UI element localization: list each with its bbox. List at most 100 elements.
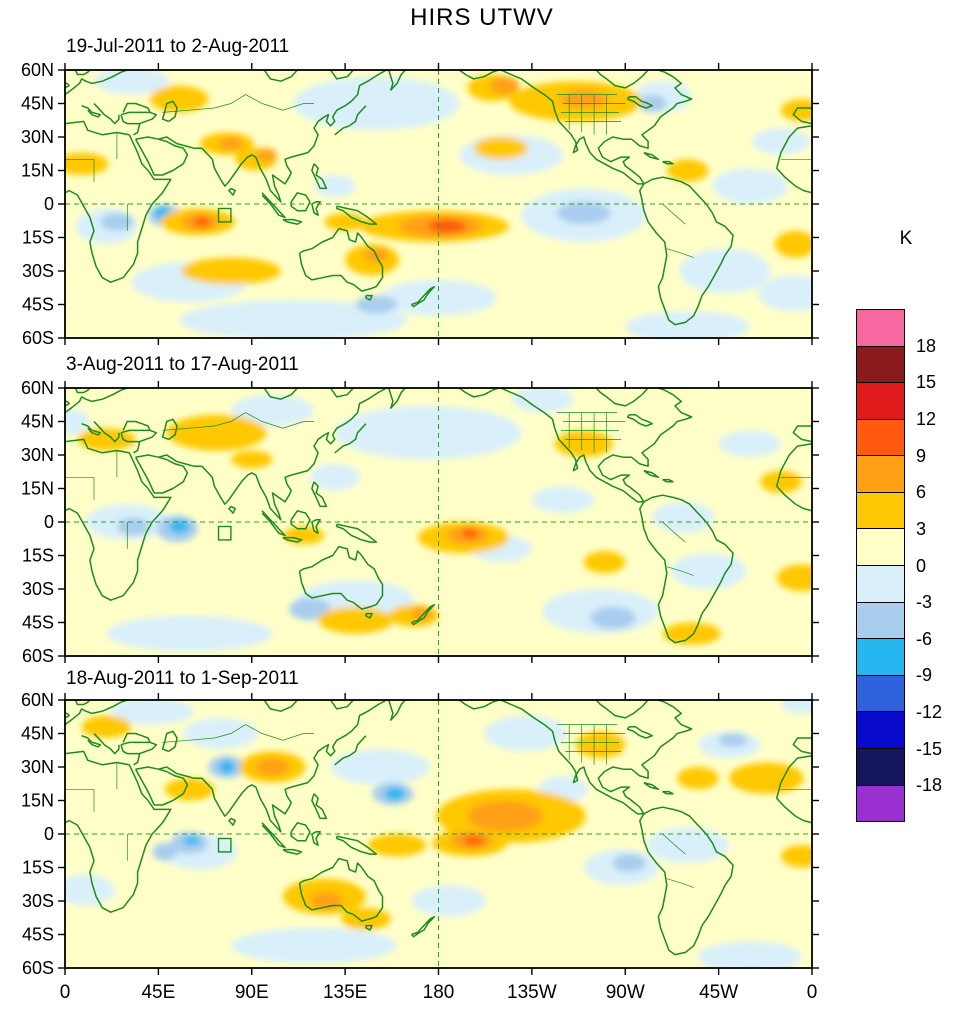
anomaly-region [712,168,788,204]
anomaly-region [411,885,487,917]
map-svg-panel-1: 60N 45N 30N 15N 0 15S 30S 45S 60S [21,60,819,348]
lat-tick-label: 45N [21,724,54,744]
anomaly-region [314,174,356,198]
colorbar [856,309,905,822]
anomaly-region [255,758,290,776]
anomaly-region [774,230,812,258]
anomaly-region [677,767,719,790]
anomaly-region [324,213,366,231]
anomaly-region [65,408,90,435]
anomaly-region [183,836,200,846]
lat-tick-label: 60S [22,328,54,348]
colorbar-tick-label: 6 [916,482,927,503]
anomaly-region [193,217,211,227]
lat-tick-label: 45S [22,925,54,945]
lat-tick-label: 15N [21,791,54,811]
anomaly-region [590,606,636,630]
colorbar-segment [857,455,904,492]
lon-tick-label: 90W [606,982,645,1003]
anomaly-region [780,700,812,714]
anomaly-region [168,519,190,534]
colorbar-tick-label: 15 [916,372,937,393]
anomaly-region [318,606,393,634]
lat-tick-label: 30S [22,891,54,911]
colorbar-segment [857,601,904,639]
anomaly-blobs [65,70,812,338]
panel-2-subtitle: 3-Aug-2011 to 17-Aug-2011 [66,354,299,375]
anomaly-region [583,551,626,574]
colorbar-tick-label: -15 [916,738,943,759]
colorbar-tick-label: 3 [916,518,927,539]
colorbar-segment [857,747,904,785]
axis-ticks [58,693,819,975]
anomaly-region [293,76,460,131]
lon-tick-label: 45W [699,982,738,1003]
anomaly-region [65,152,109,175]
coastlines [65,700,812,956]
coastlines [65,388,812,644]
anomaly-region [484,715,568,752]
anomaly-region [473,137,528,160]
anomaly-region [179,300,408,338]
anomaly-region [666,159,709,182]
anomaly-region [490,76,520,95]
colorbar-tick-label: -6 [916,628,933,649]
lat-tick-label: 30N [21,757,54,777]
lat-tick-label: 0 [44,194,54,214]
colorbar-segment [857,711,904,748]
colorbar-tick-label: -12 [916,702,943,723]
anomaly-region [164,778,215,801]
lat-tick-label: 45S [22,613,54,633]
lon-tick-label: 180 [423,982,455,1003]
anomaly-region [150,85,209,113]
anomaly-region [231,394,314,426]
anomaly-blobs [65,388,812,652]
anomaly-region [625,311,750,338]
anomaly-region [231,927,397,964]
anomaly-region [463,836,485,846]
colorbar-segment [857,382,904,419]
country-borders [65,412,812,576]
axis-ticks [58,381,819,663]
lat-tick-label: 15S [22,546,54,566]
colorbar-segment [857,565,904,602]
colorbar-segment [857,784,904,822]
map-svg-panel-2: 60N 45N 30N 15N 0 15S 30S 45S 60S [21,378,819,666]
region-box [217,837,232,853]
anomaly-region [255,148,277,162]
lat-tick-label: 60S [22,646,54,666]
colorbar-segment [857,528,904,566]
colorbar-tick-label: 12 [916,408,937,429]
anomaly-region [679,248,771,294]
country-borders [65,724,812,888]
region-box [217,525,232,541]
colorbar-segment [857,638,904,675]
lon-tick-label: 0 [60,982,71,1003]
anomaly-region [428,219,466,233]
lat-tick-label: 45S [22,295,54,315]
colorbar-segment [857,491,904,529]
anomaly-region [367,834,427,857]
anomaly-region [81,715,132,738]
anomaly-region [384,787,406,801]
anomaly-region [334,405,522,460]
anomaly-region [110,700,194,725]
anomaly-region [289,597,331,621]
anomaly-region [461,528,478,538]
lat-tick-label: 30S [22,579,54,599]
lat-tick-label: 15S [22,228,54,248]
anomaly-region [152,843,178,861]
anomaly-region [116,517,151,536]
lat-tick-label: 30N [21,445,54,465]
anomaly-region [652,501,715,534]
anomaly-region [729,762,804,794]
anomaly-region [670,553,746,589]
colorbar-tick-label: 0 [916,555,927,576]
anomaly-region [106,615,273,652]
map-svg-panel-3: 60N 45N 30N 15N 0 15S 30S 45S 60S 0 45E 90E 135E 180 1… [21,690,819,1003]
country-borders [65,94,812,258]
lat-tick-label: 15S [22,858,54,878]
lat-tick-label: 60N [21,378,54,398]
anomaly-region [511,388,574,413]
lat-tick-label: 30S [22,261,54,281]
